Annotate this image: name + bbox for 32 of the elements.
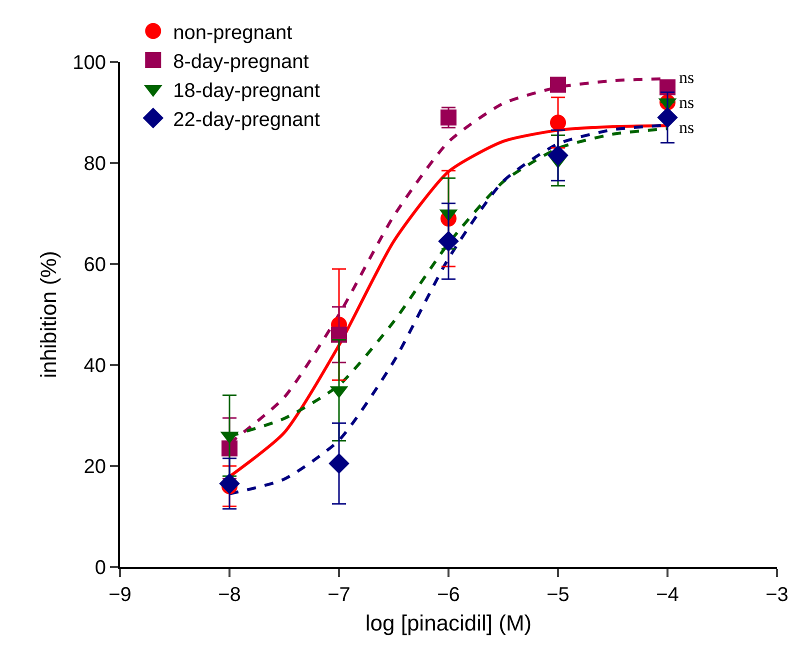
point — [328, 453, 350, 474]
annotation: ns — [679, 118, 694, 137]
y-axis-title: inhibition (%) — [36, 250, 61, 378]
point — [331, 326, 347, 343]
x-tick-label: −6 — [437, 584, 460, 606]
y-tick-label: 80 — [84, 153, 106, 175]
y-tick-label: 0 — [94, 557, 106, 579]
point — [548, 145, 568, 166]
x-tick-label: −4 — [656, 584, 679, 606]
point — [438, 230, 459, 252]
point — [440, 110, 456, 126]
annotation: ns — [679, 93, 694, 112]
x-tick-label: −7 — [328, 584, 350, 606]
x-axis-title: log [pinacidil] (M) — [365, 610, 532, 636]
legend-label: 18-day-pregnant — [173, 80, 320, 102]
point — [219, 473, 240, 494]
y-tick-label: 20 — [84, 456, 106, 478]
x-tick-label: −9 — [108, 584, 132, 606]
x-tick-label: −8 — [218, 584, 241, 606]
annotation: ns — [679, 68, 694, 87]
y-tick-label: 40 — [84, 355, 106, 377]
x-tick-label: −3 — [766, 584, 788, 606]
point — [660, 79, 676, 96]
y-tick-label: 100 — [72, 52, 106, 74]
point — [657, 107, 678, 128]
legend-label: non-pregnant — [173, 22, 293, 44]
y-tick-label: 60 — [84, 254, 106, 276]
legend-label: 8-day-pregnant — [173, 50, 310, 73]
x-tick-label: −5 — [546, 584, 570, 606]
point — [550, 114, 566, 131]
legend-label: 22-day-pregnant — [173, 108, 320, 131]
point — [550, 76, 566, 93]
